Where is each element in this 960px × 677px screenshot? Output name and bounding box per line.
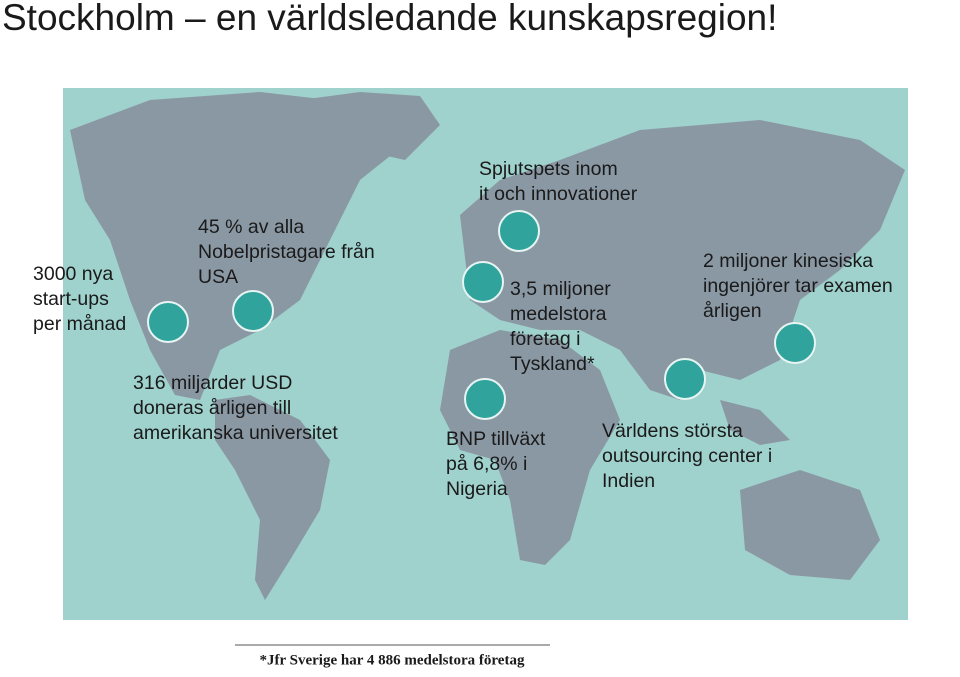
annotation-line: BNP tillväxt: [446, 428, 546, 450]
marker: [664, 358, 706, 400]
annotation-line: årligen: [703, 300, 762, 322]
annotation-line: Nobelpristagare från: [198, 241, 375, 263]
annotation-line: doneras årligen till: [133, 397, 291, 419]
annotations: 3000 nya start-ups per månad 45 % av alla No…: [33, 158, 893, 500]
world-map: [63, 88, 908, 620]
annotation-line: Spjutspets inom: [479, 158, 618, 180]
marker: [232, 290, 274, 332]
marker: [774, 322, 816, 364]
annotation-line: företag i: [510, 328, 580, 350]
marker: [464, 378, 506, 420]
annotation-line: på 6,8% i: [446, 453, 527, 475]
footnote: *Jfr Sverige har 4 886 medelstora företa…: [260, 652, 525, 668]
marker: [147, 301, 189, 343]
annotation-line: outsourcing center i: [602, 445, 772, 467]
annotation-line: 316 miljarder USD: [133, 372, 292, 394]
annotation-line: medelstora: [510, 303, 607, 325]
markers: [147, 210, 816, 420]
annotation-line: 45 % av alla: [198, 216, 304, 238]
marker: [498, 210, 540, 252]
annotation-line: per månad: [33, 313, 126, 335]
annotation-line: 3,5 miljoner: [510, 278, 611, 300]
annotation-line: 2 miljoner kinesiska: [703, 250, 873, 272]
annotation-line: USA: [198, 266, 238, 288]
annotation-line: Indien: [602, 470, 655, 492]
annotation-line: 3000 nya: [33, 263, 113, 285]
marker: [462, 261, 504, 303]
annotation-line: Världens största: [602, 420, 743, 442]
annotation-line: ingenjörer tar examen: [703, 275, 893, 297]
slide-title: Stockholm – en världsledande kunskapsreg…: [2, 0, 777, 38]
annotation-line: amerikanska universitet: [133, 422, 338, 444]
annotation-line: it och innovationer: [479, 183, 638, 205]
annotation-line: start-ups: [33, 288, 109, 310]
annotation-line: Tyskland*: [510, 353, 595, 375]
annotation-line: Nigeria: [446, 478, 508, 500]
